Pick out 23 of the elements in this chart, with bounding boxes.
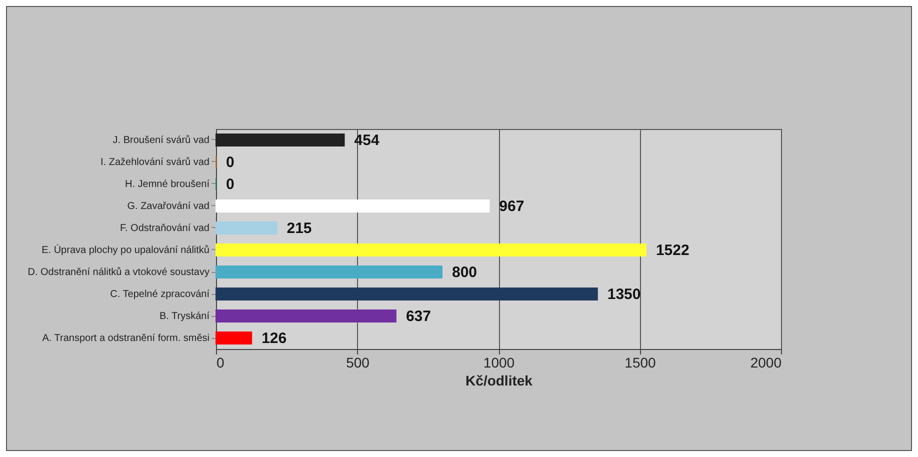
x-tick-label: 1000 [483, 354, 515, 370]
data-label: 0 [226, 176, 234, 193]
y-tick-label: F. Odstraňování vad [120, 223, 210, 234]
data-label: 215 [286, 220, 312, 237]
data-label: 126 [262, 330, 287, 347]
y-tick-label: C. Tepelné zpracování [110, 289, 210, 300]
data-label: 637 [406, 308, 431, 325]
x-tick-label: 2000 [750, 354, 782, 370]
x-tick-label: 500 [346, 354, 370, 370]
y-tick-label: D. Odstranění nálitků a vtokové soustavy [28, 266, 210, 278]
y-tick-label: G. Zavařování vad [127, 201, 210, 212]
data-label: 0 [226, 154, 234, 171]
y-tick-label: J. Broušení svárů vad [112, 134, 210, 146]
x-tick-label: 0 [216, 354, 224, 370]
data-label: 800 [452, 264, 478, 281]
x-tick-label: 1500 [624, 354, 656, 370]
data-label: 1522 [656, 242, 690, 259]
y-tick-label: A. Transport a odstranění form. směsi [42, 333, 210, 344]
y-tick-label: B. Tryskání [159, 311, 210, 322]
x-axis-title: Kč/odlitek [466, 372, 533, 388]
y-tick-label: E. Úprava plochy po upalování nálitků [42, 244, 210, 256]
y-tick-label: H. Jemné broušení [125, 179, 210, 190]
y-tick-label: I. Zažehlování svárů vad [100, 156, 210, 168]
